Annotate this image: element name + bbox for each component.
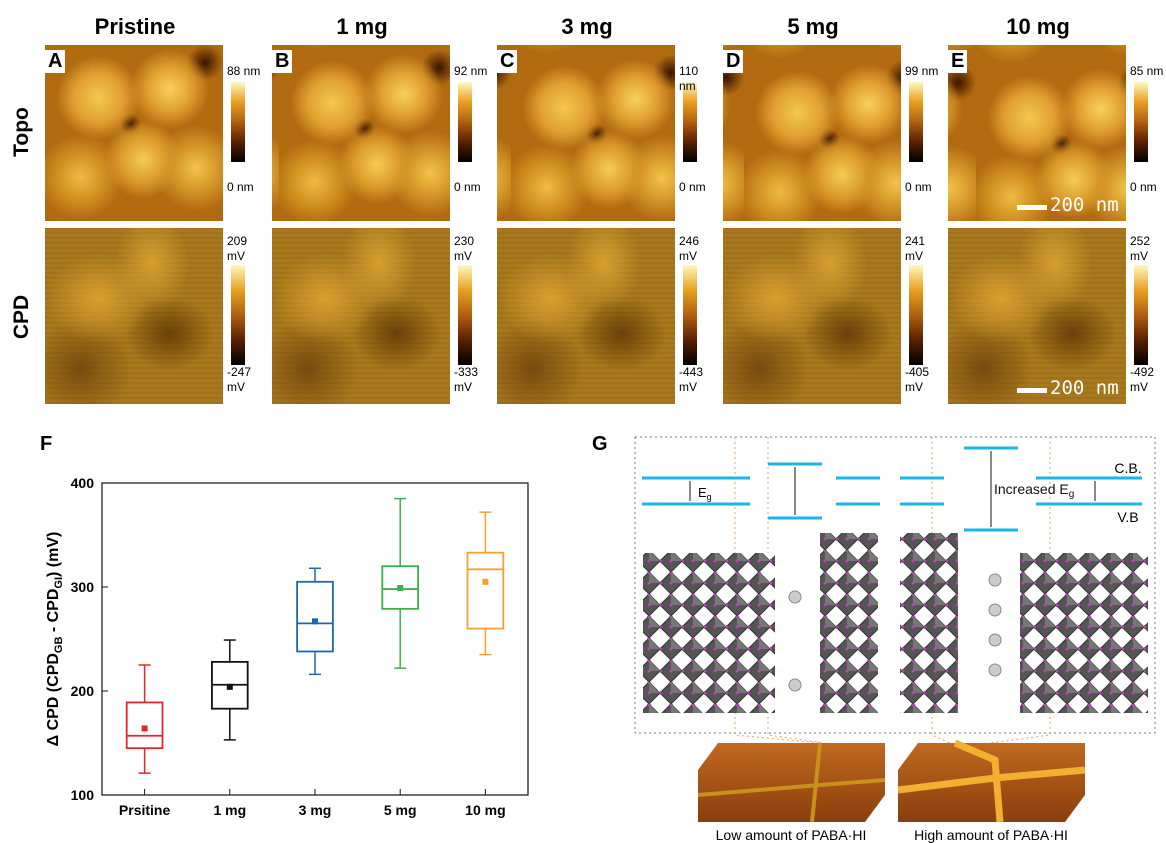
- mean: [397, 585, 403, 591]
- mean: [312, 618, 318, 624]
- increased-eg-label: Increased Eg: [994, 481, 1074, 500]
- y-tick-label: 200: [71, 683, 95, 699]
- box: [468, 553, 504, 629]
- vb-label: V.B: [1117, 509, 1138, 525]
- box: [297, 582, 333, 652]
- y-axis-label: Δ CPD (CPDGB - CPDGI) (mV): [45, 532, 65, 747]
- high-label: High amount of PABA·HI: [914, 827, 1068, 843]
- figure: PristineA88 nm0 nm209 mV-247 mV1 mgB92 n…: [0, 0, 1166, 843]
- crystal: [900, 533, 958, 713]
- y-tick-label: 100: [71, 787, 95, 803]
- eg-part: g: [707, 492, 712, 502]
- y-axis-label-part: Δ CPD (CPD: [45, 653, 62, 746]
- eg-label: Eg: [698, 485, 712, 502]
- x-tick-label: 5 mg: [384, 802, 417, 818]
- x-tick-label: 10 mg: [465, 802, 505, 818]
- box: [127, 702, 163, 748]
- y-tick-label: 400: [71, 475, 95, 491]
- mean: [227, 684, 233, 690]
- low-label: Low amount of PABA·HI: [716, 827, 867, 843]
- panel-letter: F: [40, 433, 52, 455]
- crystal: [1020, 553, 1148, 713]
- mean: [142, 725, 148, 731]
- x-tick-label: 1 mg: [213, 802, 246, 818]
- y-tick-label: 300: [71, 579, 95, 595]
- mean: [482, 579, 488, 585]
- crystal: [643, 553, 775, 713]
- x-tick-label: 3 mg: [299, 802, 332, 818]
- increased-eg-part: g: [1069, 489, 1075, 500]
- panel-letter: G: [592, 433, 608, 455]
- y-axis-label-part: - CPD: [45, 589, 62, 637]
- y-axis-label-part: GI: [53, 577, 65, 589]
- lower-panels: F100200300400Δ CPD (CPDGB - CPDGI) (mV)P…: [0, 0, 1166, 843]
- increased-eg-part: Increased E: [994, 481, 1069, 497]
- cb-label: C.B.: [1114, 460, 1141, 476]
- x-tick-label: Prsitine: [119, 802, 171, 818]
- y-axis-label-part: GB: [53, 637, 65, 654]
- y-axis-label-part: ) (mV): [45, 532, 62, 577]
- eg-part: E: [698, 485, 707, 500]
- crystal: [820, 533, 878, 713]
- box-chart: F 100 200 300 400 Δ CPD (CPDGB - CPDGI) (mV) P…: [40, 433, 528, 818]
